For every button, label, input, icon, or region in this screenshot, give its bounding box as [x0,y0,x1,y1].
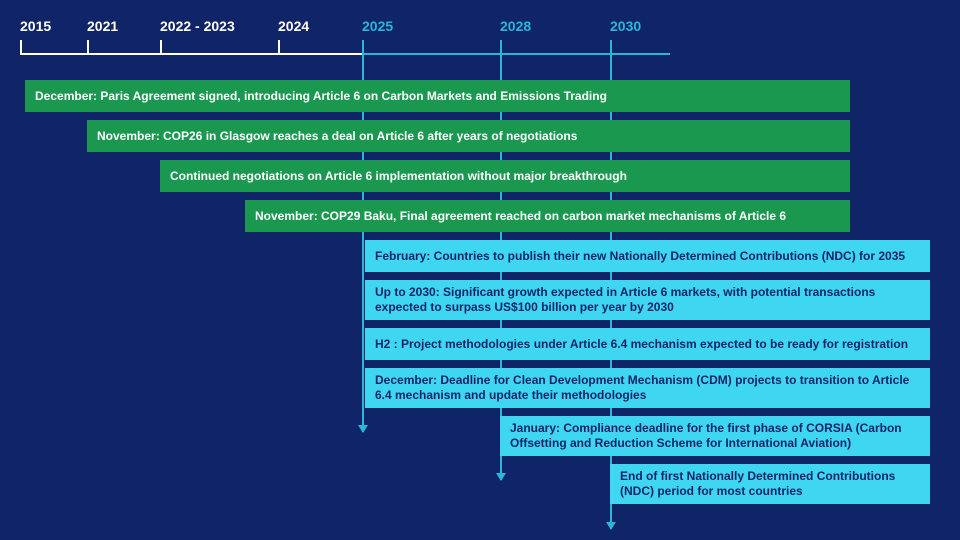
year-label: 2025 [362,18,393,34]
timeline-container: 2015 2021 2022 - 2023 2024 2025 2028 2030 Dece… [0,0,960,540]
year-tick [500,40,502,54]
timeline-bar: December: Paris Agreement signed, introd… [25,80,850,112]
year-tick [278,40,280,54]
year-tick [87,40,89,54]
year-tick [20,40,22,54]
timeline-bar: Continued negotiations on Article 6 impl… [160,160,850,192]
year-label: 2021 [87,18,118,34]
year-label: 2015 [20,18,51,34]
year-label: 2030 [610,18,641,34]
year-label: 2024 [278,18,309,34]
year-header-row: 2015 2021 2022 - 2023 2024 2025 2028 2030 [20,10,940,55]
timeline-bar: January: Compliance deadline for the fir… [500,416,930,456]
timeline-bar: November: COP26 in Glasgow reaches a dea… [87,120,850,152]
timeline-bar: February: Countries to publish their new… [365,240,930,272]
timeline-bar: December: Deadline for Clean Development… [365,368,930,408]
baseline-past [20,53,362,55]
year-label: 2028 [500,18,531,34]
timeline-bar: H2 : Project methodologies under Article… [365,328,930,360]
timeline-bar: Up to 2030: Significant growth expected … [365,280,930,320]
year-tick [610,40,612,54]
timeline-bar: End of first Nationally Determined Contr… [610,464,930,504]
year-tick [362,40,364,54]
baseline-future [362,53,670,55]
timeline-bar: November: COP29 Baku, Final agreement re… [245,200,850,232]
bars-region: December: Paris Agreement signed, introd… [20,80,940,504]
year-tick [160,40,162,54]
year-label: 2022 - 2023 [160,18,235,34]
